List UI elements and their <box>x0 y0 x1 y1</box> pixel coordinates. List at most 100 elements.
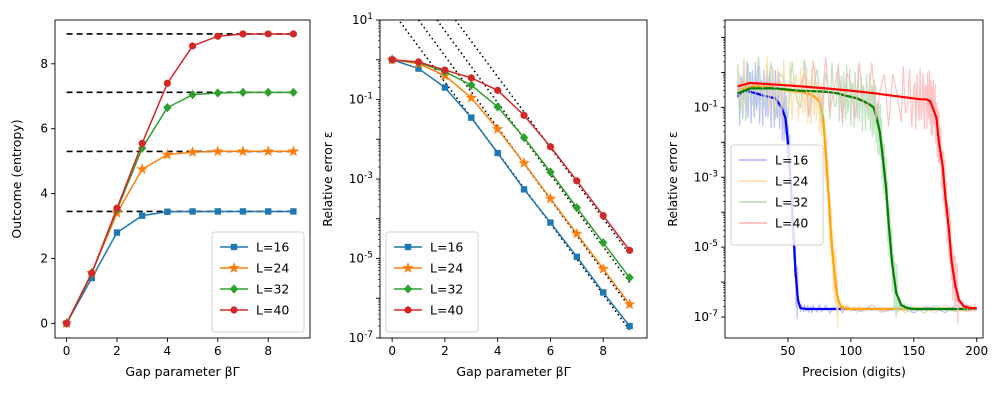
data-point-l-32 <box>625 273 634 283</box>
data-point-l-16 <box>415 65 422 72</box>
y-tick-label: 10-3 <box>694 169 718 184</box>
relative-error-precision-panel: 50 100 150 200 10-7 10-5 10-3 10-1 Precision (di… <box>665 19 988 379</box>
series-line-l-24 <box>392 59 631 305</box>
data-point-l-24 <box>465 91 477 103</box>
data-point-l-40 <box>188 42 197 50</box>
data-point-l-24 <box>518 157 530 169</box>
data-point-l-32 <box>599 238 608 248</box>
series-line-l-32 <box>392 59 631 279</box>
x-tick-label: 2 <box>113 344 121 358</box>
legend-label-l-32: L=32 <box>430 282 463 297</box>
data-point-l-16 <box>88 274 95 282</box>
reference-line-3 <box>436 20 631 283</box>
legend-label-l-40: L=40 <box>430 303 463 318</box>
legend-marker-l-32 <box>403 284 413 294</box>
legend-label-l-16: L=16 <box>430 240 463 255</box>
raw-trace-l-32 <box>736 56 977 318</box>
y-axis-label: Relative error ε <box>665 131 680 226</box>
data-point-l-16 <box>239 208 247 215</box>
x-tick-label: 6 <box>214 344 222 358</box>
data-point-l-40 <box>62 319 71 327</box>
data-point-l-16 <box>214 208 221 215</box>
data-point-l-16 <box>264 208 272 215</box>
legend: L=16 L=24 L=32 L=40 <box>730 144 824 246</box>
legend-label-l-40: L=40 <box>775 216 808 231</box>
x-tick-label: 0 <box>388 344 396 358</box>
data-point-l-40 <box>625 246 634 254</box>
data-point-l-16 <box>468 114 475 121</box>
y-axis-label: Relative error ε <box>320 131 335 226</box>
x-axis-label: Precision (digits) <box>802 364 906 379</box>
data-point-l-24 <box>136 163 148 175</box>
data-point-l-32 <box>467 80 476 90</box>
data-point-l-32 <box>213 88 222 98</box>
data-point-l-16 <box>494 149 501 157</box>
y-tick-label: 10-1 <box>694 99 718 114</box>
x-tick-label: 50 <box>780 344 795 358</box>
data-point-l-40 <box>494 86 502 94</box>
y-tick-label: 4 <box>40 187 48 201</box>
data-point-l-40 <box>264 30 272 38</box>
data-point-l-24 <box>623 298 636 310</box>
data-point-l-32 <box>289 87 298 97</box>
data-point-l-32 <box>493 102 502 112</box>
data-point-l-16 <box>113 229 121 236</box>
legend: L=16 L=24 L=32 L=40 <box>385 231 479 333</box>
y-tick-label: 10-7 <box>349 330 373 345</box>
y-axis-label: Outcome (entropy) <box>9 119 24 238</box>
legend-label-l-32: L=32 <box>775 195 808 210</box>
legend-label-l-24: L=24 <box>430 261 463 276</box>
legend-marker-l-40 <box>230 306 238 314</box>
data-point-l-16 <box>138 212 146 219</box>
y-tick-label: 101 <box>352 12 373 27</box>
y-tick-label: 2 <box>40 252 48 266</box>
series-line-l-16 <box>391 59 631 327</box>
y-tick-label: 8 <box>40 57 48 71</box>
y-tick-label: 10-3 <box>349 171 373 186</box>
y-tick-label: 0 <box>40 316 48 330</box>
legend-label-l-40: L=40 <box>256 303 289 318</box>
series-line-l-40 <box>65 33 294 324</box>
y-tick-label: 6 <box>40 122 48 136</box>
legend-label-l-32: L=32 <box>256 282 289 297</box>
data-point-l-32 <box>572 203 582 213</box>
data-point-l-40 <box>388 56 396 64</box>
data-point-l-32 <box>163 103 172 113</box>
data-point-l-24 <box>571 227 583 239</box>
series-line-l-40 <box>392 59 631 251</box>
plot-area <box>60 30 300 329</box>
series-line-l-40 <box>737 81 977 310</box>
data-point-l-16 <box>441 84 449 91</box>
x-tick-label: 8 <box>599 344 607 358</box>
data-point-l-40 <box>520 111 528 119</box>
x-tick-label: 8 <box>264 344 272 358</box>
x-tick-label: 2 <box>441 344 449 358</box>
x-tick-label: 100 <box>839 344 862 358</box>
legend-marker-l-24 <box>402 262 414 273</box>
data-point-l-32 <box>546 167 555 177</box>
x-tick-label: 6 <box>547 344 555 358</box>
raw-trace-l-24 <box>736 56 977 330</box>
reference-line-2 <box>417 20 631 308</box>
raw-trace-l-40 <box>737 56 978 324</box>
x-tick-label: 150 <box>902 344 925 358</box>
x-axis-label: Gap parameter βΓ <box>125 364 239 379</box>
legend-marker-l-24 <box>228 262 240 273</box>
y-tick-label: 10-7 <box>694 309 718 324</box>
data-point-l-32 <box>238 87 248 97</box>
x-tick-label: 4 <box>494 344 502 358</box>
data-point-l-40 <box>441 66 449 74</box>
data-point-l-40 <box>163 79 171 87</box>
data-point-l-16 <box>600 289 607 296</box>
plot-area <box>736 56 978 330</box>
axes-frame <box>54 19 311 339</box>
data-point-l-40 <box>214 32 222 40</box>
x-tick-label: 0 <box>63 344 71 358</box>
data-point-l-32 <box>519 133 529 143</box>
data-point-l-16 <box>164 208 171 215</box>
legend: L=16 L=24 L=32 L=40 <box>211 231 305 333</box>
data-point-l-40 <box>113 204 121 212</box>
entropy-panel: 0 2 4 6 8 0 2 4 6 8 Gap parameter βΓ Outcome (entro… <box>9 19 311 379</box>
data-point-l-24 <box>287 145 300 157</box>
